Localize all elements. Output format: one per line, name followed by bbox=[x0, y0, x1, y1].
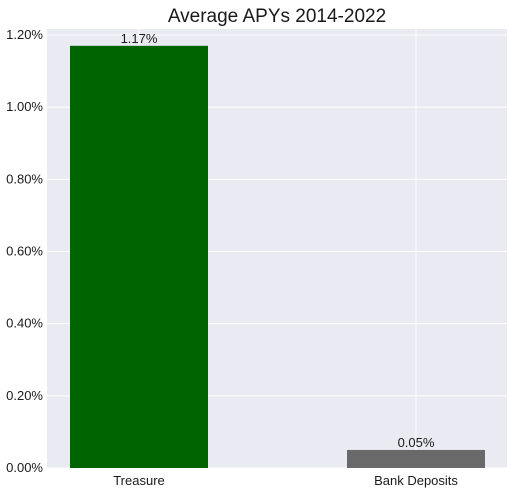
y-tick-label: 0.20% bbox=[6, 388, 43, 403]
y-tick-label: 0.40% bbox=[6, 316, 43, 331]
bar-treasure bbox=[70, 45, 208, 468]
chart-title: Average APYs 2014-2022 bbox=[168, 6, 386, 27]
data-labels: 1.17% 0.05% bbox=[121, 31, 435, 450]
y-tick-label: 0.80% bbox=[6, 171, 43, 186]
y-tick-label: 1.00% bbox=[6, 99, 43, 114]
bar-value-label: 0.05% bbox=[398, 435, 435, 450]
bar-bank-deposits bbox=[347, 449, 485, 468]
y-axis-tick-labels: 0.00% 0.20% 0.40% 0.60% 0.80% 1.00% 1.20% bbox=[6, 27, 43, 475]
x-axis-tick-labels: Treasure Bank Deposits bbox=[113, 473, 458, 488]
bars bbox=[70, 45, 485, 468]
x-tick-label: Treasure bbox=[113, 473, 165, 488]
y-tick-label: 0.00% bbox=[6, 460, 43, 475]
bar-value-label: 1.17% bbox=[121, 31, 158, 46]
x-tick-label: Bank Deposits bbox=[374, 473, 458, 488]
y-tick-label: 1.20% bbox=[6, 27, 43, 42]
y-tick-label: 0.60% bbox=[6, 244, 43, 259]
